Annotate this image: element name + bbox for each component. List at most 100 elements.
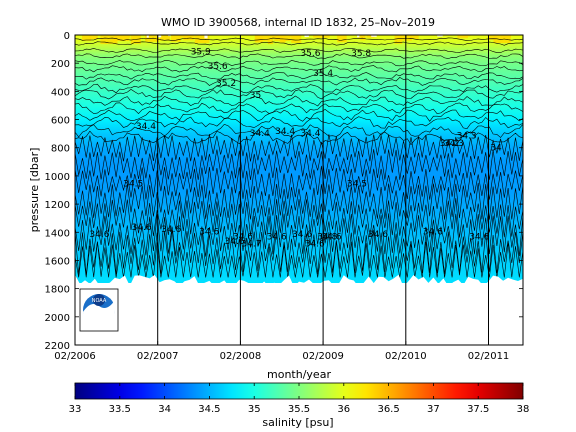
colorbar-label: salinity [psu] [262, 416, 333, 429]
contour-line [75, 72, 523, 80]
surface-patch [366, 35, 375, 38]
contour-label: 34.3 [457, 132, 477, 142]
y-tick-label: 1200 [45, 200, 70, 211]
no-data-region [75, 274, 523, 345]
x-tick-label: 02/2008 [220, 351, 262, 362]
colorbar-tick-label: 35 [248, 404, 261, 415]
contour-line [75, 149, 523, 181]
noaa-logo: NOAA [79, 288, 119, 332]
contour-label: 35.4 [313, 69, 333, 79]
surface-patch [113, 35, 131, 39]
surface-patch [255, 35, 269, 42]
contour-label: 34.2 [440, 139, 460, 149]
surface-patch [493, 35, 511, 44]
contour-line [75, 102, 523, 115]
contour-line [75, 198, 523, 239]
y-tick-label: 200 [51, 59, 70, 70]
contour-label: 34.3 [444, 139, 464, 149]
logo-wave [83, 300, 116, 328]
contour-label: 34.4 [250, 129, 270, 139]
contour-label: 35 [250, 91, 261, 101]
plot-frame [74, 34, 524, 346]
contour-label: 34.6 [225, 237, 245, 247]
y-tick-label: 400 [51, 87, 70, 98]
y-tick-label: 2200 [45, 341, 70, 352]
surface-patch [171, 35, 181, 42]
surface-patch [82, 35, 91, 41]
contour-label: 35.8 [351, 49, 371, 59]
data-field [75, 35, 523, 283]
y-tick-label: 0 [64, 31, 70, 42]
y-axis: 0 200 400 600 800 1000 1200 1400 1600 1800 2000 220… [45, 31, 523, 352]
surface-patch [194, 35, 210, 44]
contour-label: 35.6 [300, 49, 320, 59]
surface-gap [168, 35, 171, 37]
contour-label: 34.6 [469, 232, 489, 242]
contour-line [75, 89, 523, 100]
contour-label: 34.6 [199, 228, 219, 238]
chart-title: WMO ID 3900568, internal ID 1832, 25–Nov… [161, 16, 435, 29]
surface-gap [204, 35, 208, 39]
contour-label: 34.8 [317, 232, 337, 242]
contour-lines [75, 37, 523, 278]
surface-patch [337, 35, 347, 43]
surface-gap [306, 35, 309, 37]
contour-line [75, 133, 523, 162]
colorbar-tick-label: 36.5 [377, 404, 399, 415]
contour-label: 35.6 [208, 62, 228, 72]
surface-patch [313, 35, 322, 38]
surface-patch [89, 35, 98, 40]
contour-line [75, 41, 523, 46]
contour-line [75, 59, 523, 67]
contour-label: 34.6 [161, 225, 181, 235]
contour-line [75, 213, 523, 257]
contour-label: 34.6 [322, 232, 342, 242]
surface-patch [462, 35, 471, 37]
x-tick-label: 02/2009 [302, 351, 344, 362]
contour-line [75, 109, 523, 122]
contour-line [75, 241, 523, 278]
y-tick-label: 600 [51, 116, 70, 127]
contour-label: 34 [490, 144, 502, 154]
logo-text: NOAA [92, 298, 107, 304]
colorbar-tick-label: 34 [158, 404, 171, 415]
contour-line [75, 123, 523, 138]
surface-patch [394, 35, 403, 44]
contour-label: 34.6 [233, 232, 253, 242]
contour-line [75, 53, 523, 59]
colorbar-tick-label: 38 [517, 404, 530, 415]
contour-label: 34.5 [123, 180, 143, 190]
contour-label: 34.6 [423, 228, 443, 238]
contour-line [75, 83, 523, 94]
colorbar-tick-label: 33 [69, 404, 82, 415]
logo-inner [93, 294, 105, 306]
contour-label: 34.4 [275, 127, 295, 137]
y-tick-label: 2000 [45, 313, 70, 324]
x-axis-label: month/year [267, 368, 331, 381]
colorbar-ticks: 33 33.5 34 34.5 35 35.5 36 36.5 37 37.5 38 [69, 383, 530, 415]
contour-label: 34.6 [292, 230, 312, 240]
surface-gap [304, 35, 307, 38]
contour-line [75, 48, 523, 53]
surface-patch [180, 35, 195, 38]
y-axis-label: pressure [dbar] [28, 148, 41, 233]
contour-label: 34.4 [136, 122, 156, 132]
surface-patch [291, 35, 302, 43]
contour-label: 34.6 [368, 230, 388, 240]
surface-gap [146, 35, 149, 38]
contour-line [75, 182, 523, 220]
contour-line [75, 65, 523, 73]
profile-bottom-edge [75, 274, 523, 345]
x-tick-label: 02/2007 [137, 351, 179, 362]
y-tick-label: 1400 [45, 228, 70, 239]
x-tick-label: 02/2006 [54, 351, 96, 362]
plot-area: 35.9 35.6 35.8 35.6 35.4 35.2 35 34.4 34.4 34.4 34… [75, 35, 523, 345]
contour-labels: 35.9 35.6 35.8 35.6 35.4 35.2 35 34.4 34.4 34.4 34… [89, 48, 502, 250]
year-dividers [157, 35, 489, 345]
contour-label: 34.6 [267, 232, 287, 242]
contour-line [75, 95, 523, 107]
surface-patch [160, 35, 170, 41]
colorbar-tick-label: 34.5 [198, 404, 220, 415]
contour-label: 35.9 [191, 48, 211, 58]
